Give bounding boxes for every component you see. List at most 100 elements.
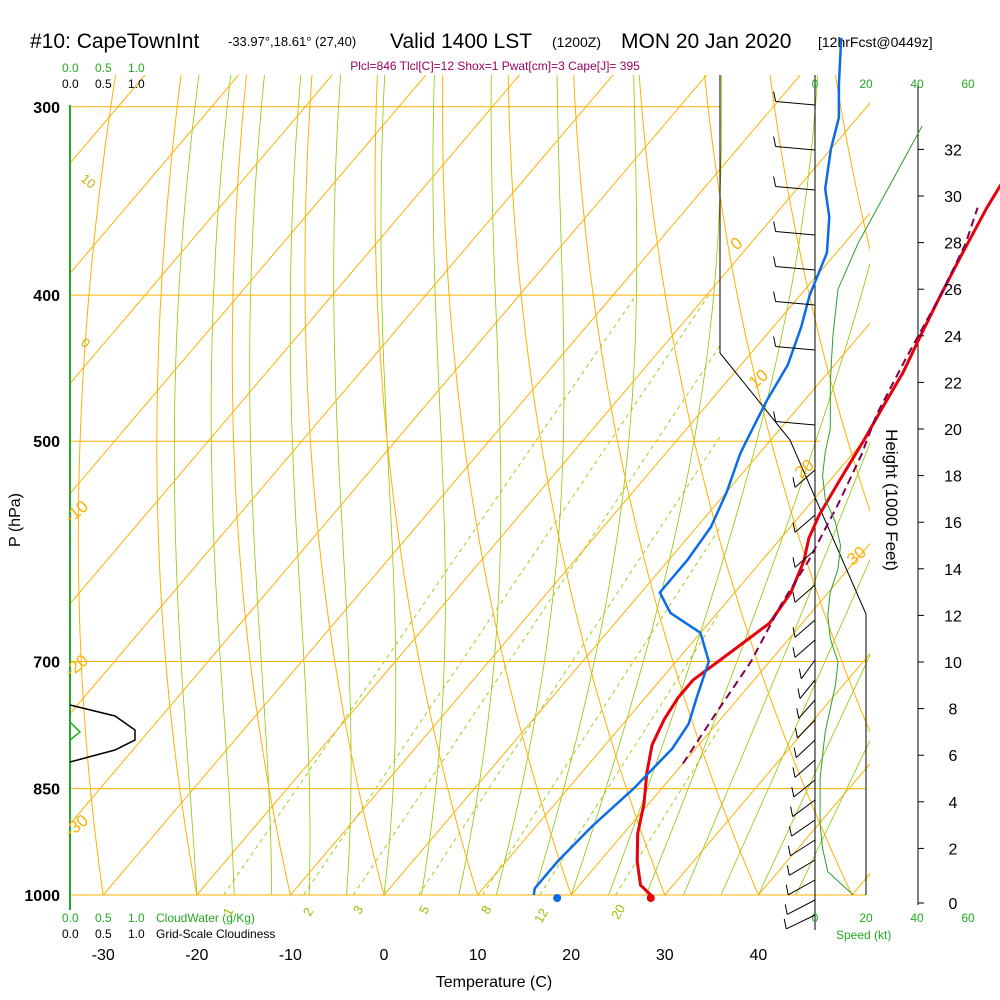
zulu-label: (1200Z) bbox=[552, 34, 601, 50]
wind-barb-flag bbox=[796, 708, 800, 719]
wind-barb bbox=[792, 549, 816, 568]
mixing-ratio-label: 2 bbox=[300, 905, 317, 919]
wind-barb bbox=[773, 221, 816, 236]
wind-barb-flag bbox=[788, 826, 792, 837]
wind-barb-flag bbox=[792, 647, 796, 658]
wind-barb-flag bbox=[773, 256, 777, 267]
p-tick-label: 850 bbox=[33, 782, 60, 799]
speed-tick-top: 20 bbox=[859, 77, 873, 91]
mixing-ratio-label: 20 bbox=[608, 902, 628, 922]
wind-barb bbox=[796, 699, 816, 719]
isotherm-line bbox=[477, 432, 870, 895]
cloudiness-tick-bot-0: 0.0 bbox=[62, 927, 79, 941]
height-tick-label: 18 bbox=[944, 469, 962, 486]
wind-barb-flag bbox=[773, 291, 777, 302]
cloudwater-label: CloudWater (g/Kg) bbox=[156, 911, 255, 925]
wind-barb-staff bbox=[775, 301, 816, 306]
wind-barb bbox=[783, 914, 816, 930]
wind-barb-flag bbox=[792, 767, 796, 778]
wind-barb bbox=[786, 859, 816, 876]
height-tick-label: 2 bbox=[949, 841, 958, 858]
plot-frame bbox=[69, 75, 919, 930]
height-axis-title: Height (1000 Feet) bbox=[882, 429, 901, 571]
cloudiness-tick-bot-2: 1.0 bbox=[128, 927, 145, 941]
isotherm-line bbox=[102, 75, 801, 895]
mixing-ratio-line bbox=[303, 294, 710, 895]
wind-speed-profile bbox=[819, 125, 923, 896]
isotherm-label: 0 bbox=[727, 233, 746, 254]
wind-barb-staff bbox=[797, 719, 816, 739]
wind-barb-staff bbox=[775, 266, 816, 271]
wind-barb-staff bbox=[775, 146, 816, 151]
y-axis-title: P (hPa) bbox=[7, 493, 24, 547]
wind-barb-staff bbox=[786, 899, 816, 915]
moist-adiabat-line bbox=[720, 558, 870, 895]
coords-label: -33.97°,18.61° (27,40) bbox=[228, 34, 356, 49]
wind-barb bbox=[787, 839, 816, 857]
wind-barb-flag bbox=[786, 865, 790, 876]
axis-ticks: -30 -20 -10 0 10 20 30 400246810121416182022242… bbox=[92, 77, 975, 964]
wind-barb bbox=[773, 291, 816, 306]
moist-adiabat-line bbox=[249, 75, 273, 895]
wind-barb-flag bbox=[792, 592, 796, 603]
mixing-ratio-label: 12 bbox=[531, 906, 551, 926]
wind-barb bbox=[773, 256, 816, 271]
moist-adiabat-line bbox=[210, 75, 235, 895]
wind-barb bbox=[773, 411, 816, 426]
wind-barb-flag bbox=[792, 627, 796, 638]
wind-barb bbox=[791, 779, 816, 798]
mixing-ratio-label: 5 bbox=[416, 903, 433, 917]
p-tick-label: 400 bbox=[33, 288, 60, 305]
wind-barb-staff bbox=[775, 231, 816, 236]
moist-adiabat-line bbox=[495, 75, 565, 895]
cloudiness-tick-bot-1: 0.5 bbox=[95, 927, 112, 941]
height-tick-label: 32 bbox=[944, 142, 962, 159]
height-tick-label: 30 bbox=[944, 189, 962, 206]
p-tick-label: 1000 bbox=[24, 888, 60, 905]
wind-barb bbox=[792, 619, 816, 638]
wind-barb-staff bbox=[775, 421, 816, 426]
wind-barb-flag bbox=[785, 884, 789, 895]
isotherm-line bbox=[70, 75, 333, 385]
moist-adiabat-line bbox=[333, 75, 352, 895]
x-tick-label: -20 bbox=[185, 947, 208, 964]
wind-barb-staff bbox=[795, 739, 816, 759]
wind-barb-staff bbox=[800, 659, 816, 680]
moist-adiabat-line bbox=[570, 75, 723, 895]
moist-adiabat-line bbox=[533, 75, 638, 895]
chart-header: #10: CapeTownInt -33.97°,18.61° (27,40) … bbox=[30, 30, 933, 73]
dry-adiabat-line bbox=[573, 75, 759, 895]
dry-adiabat-line bbox=[704, 75, 870, 734]
isotherm-line bbox=[851, 873, 870, 895]
x-tick-label: 30 bbox=[656, 947, 674, 964]
moist-adiabat-line bbox=[683, 441, 870, 895]
speed-tick-top: 0 bbox=[812, 77, 819, 91]
height-tick-label: 26 bbox=[944, 282, 962, 299]
cloud-tick-top-1: 0.5 bbox=[95, 61, 112, 75]
height-tick-label: 24 bbox=[944, 329, 962, 346]
cloudiness-label: Grid-Scale Cloudiness bbox=[156, 927, 275, 941]
wind-barb bbox=[798, 659, 816, 680]
mixing-ratio-line bbox=[223, 294, 637, 895]
wind-barb-staff bbox=[798, 699, 816, 719]
wind-barb bbox=[773, 136, 816, 151]
dry-adiabat-line bbox=[304, 75, 385, 895]
cloudiness-tick-top-2: 1.0 bbox=[128, 77, 145, 91]
wind-barb-staff bbox=[786, 914, 816, 930]
height-tick-label: 6 bbox=[949, 748, 958, 765]
wind-barb-staff bbox=[794, 514, 816, 533]
height-tick-label: 4 bbox=[949, 795, 958, 812]
cloudiness-tick-top-0: 0.0 bbox=[62, 77, 79, 91]
wind-barb-flag bbox=[798, 668, 802, 679]
wind-barb bbox=[785, 879, 816, 896]
moist-adiabat-line bbox=[758, 654, 870, 895]
isotherm-line bbox=[70, 75, 614, 715]
cloud-scale-bottom: 0.0 0.5 1.0 CloudWater (g/Kg) 0.0 0.5 1.… bbox=[62, 911, 275, 941]
speed-tick-top: 40 bbox=[910, 77, 924, 91]
cloud-tick-top-2: 1.0 bbox=[128, 61, 145, 75]
dewpoint-line bbox=[532, 37, 843, 896]
dry-adiabat-line bbox=[638, 75, 853, 895]
x-tick-label: 0 bbox=[380, 947, 389, 964]
wind-barb-flag bbox=[791, 786, 795, 798]
wind-barb bbox=[793, 739, 816, 759]
